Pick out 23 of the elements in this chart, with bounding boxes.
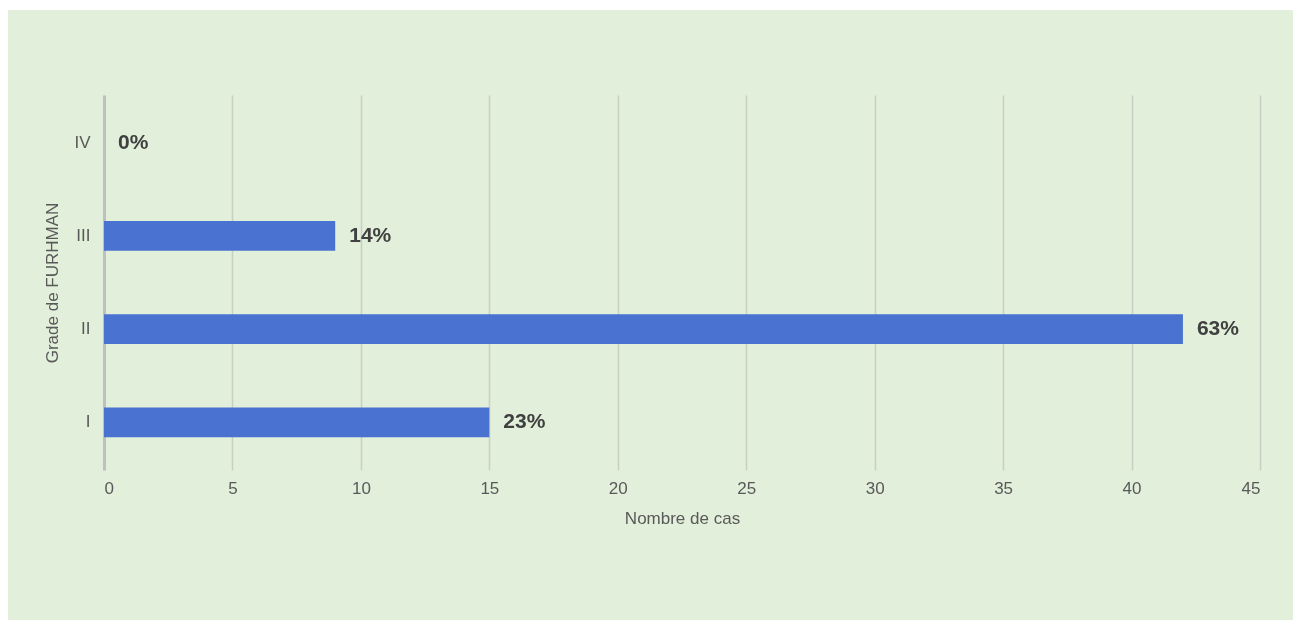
x-tick-label: 40 — [1122, 478, 1142, 498]
bar — [104, 407, 490, 438]
x-tick-label: 35 — [994, 478, 1014, 498]
x-tick-label: 0 — [104, 478, 114, 498]
annotation: 63% — [1196, 316, 1240, 340]
x-tick-label: 30 — [865, 478, 885, 498]
x-tick-label: 25 — [737, 478, 757, 498]
bar — [104, 220, 336, 251]
bar — [104, 314, 1183, 345]
y-tick-label: III — [76, 225, 91, 245]
y-tick-label: I — [85, 412, 91, 432]
x-tick-label: 5 — [228, 478, 238, 498]
x-axis-title: Nombre de cas — [624, 508, 741, 528]
x-tick-label: 10 — [351, 478, 371, 498]
annotation: 0% — [118, 129, 149, 153]
annotation: 23% — [503, 409, 546, 433]
annotation: 14% — [349, 222, 392, 246]
y-tick-label: II — [81, 319, 91, 339]
y-axis-title: Grade de FURHMAN — [43, 202, 63, 364]
x-tick-label: 15 — [480, 478, 500, 498]
x-tick-label: 20 — [608, 478, 628, 498]
y-tick-label: IV — [74, 132, 92, 152]
x-tick-label: 45 — [1241, 478, 1261, 498]
